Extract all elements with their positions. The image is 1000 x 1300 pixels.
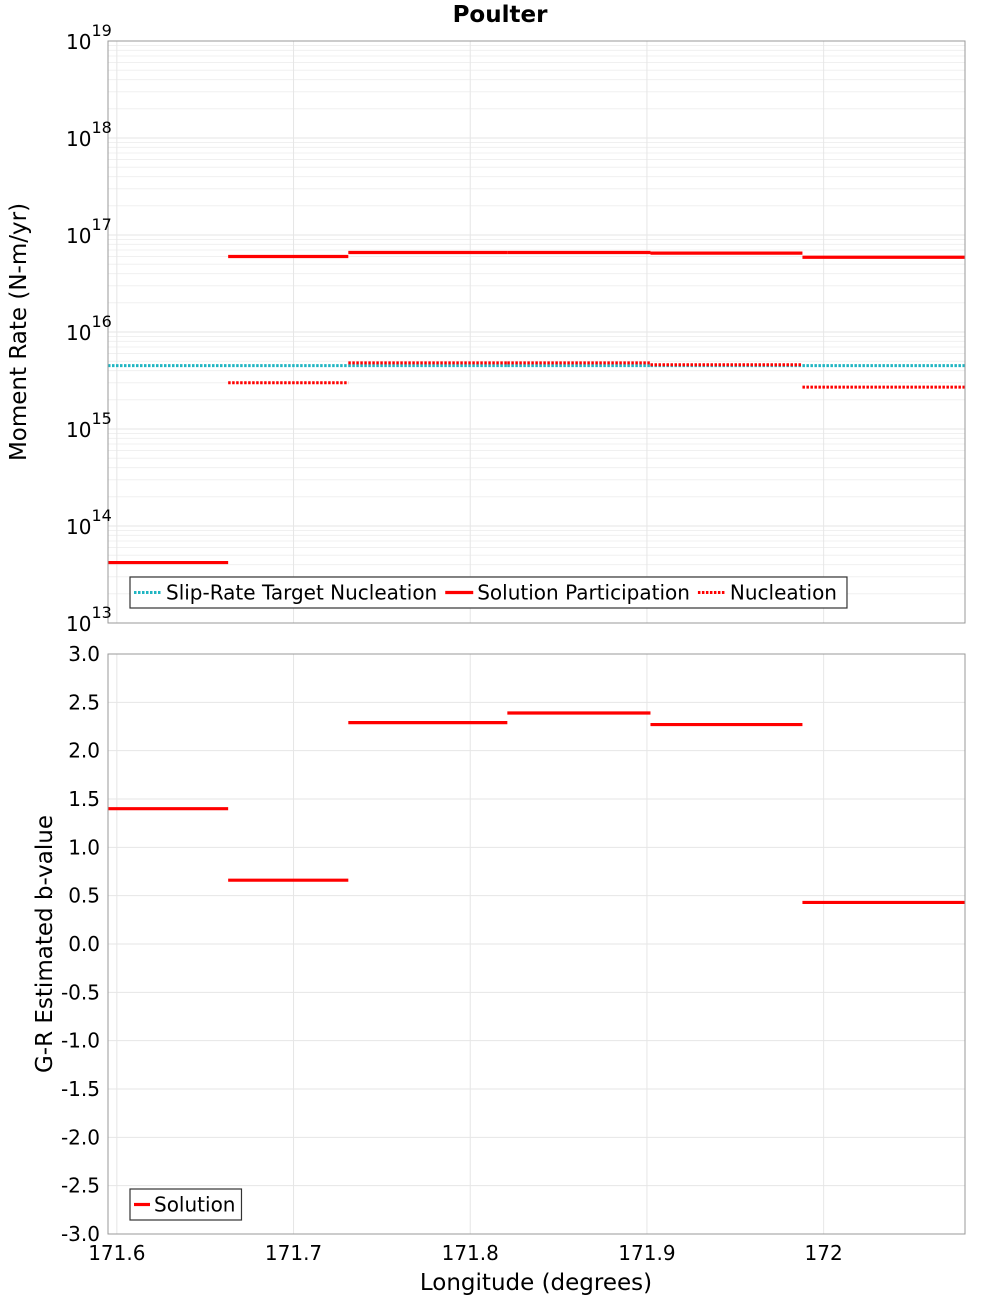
x-axis-label: Longitude (degrees) [420, 1270, 652, 1296]
top-legend: Slip-Rate Target Nucleation Solution Part… [129, 576, 848, 609]
x-tick-label: 172 [805, 1241, 843, 1265]
tick-base: 10 [66, 612, 91, 636]
top-y-tick-label: 1014 [66, 506, 112, 539]
top-y-tick-label: 1017 [66, 215, 112, 248]
bottom-grid [108, 653, 965, 1235]
tick-base: 10 [66, 224, 91, 248]
tick-exponent: 15 [91, 409, 111, 428]
bottom-y-tick-label: 1.0 [68, 835, 100, 859]
bottom-y-tick-label: -2.0 [61, 1125, 100, 1149]
x-tick-label: 171.9 [618, 1241, 675, 1265]
tick-base: 10 [66, 515, 91, 539]
top-y-tick-label: 1013 [66, 603, 112, 636]
x-tick-label: 171.6 [88, 1241, 145, 1265]
bottom-y-tick-label: 0.0 [68, 932, 100, 956]
chart-title: Poulter [453, 2, 549, 28]
bottom-y-tick-label: 3.0 [68, 642, 100, 666]
bottom-y-axis-label: G-R Estimated b-value [32, 815, 58, 1073]
legend-label: Solution Participation [477, 581, 690, 605]
x-tick-label: 171.7 [265, 1241, 322, 1265]
bottom-y-tick-label: -3.0 [61, 1222, 100, 1246]
legend-label: Nucleation [730, 581, 837, 605]
tick-exponent: 17 [91, 215, 111, 234]
legend-label: Slip-Rate Target Nucleation [166, 581, 437, 605]
bottom-legend: Solution [129, 1188, 243, 1221]
bottom-y-tick-label: -1.0 [61, 1029, 100, 1053]
series-solution-participation [108, 250, 965, 565]
top-series [108, 250, 965, 565]
tick-exponent: 19 [91, 21, 111, 40]
b-value-panel: -3.0 -2.5 -2.0 -1.5 -1.0 -0.5 0.0 0.5 1.0 1.5 2.0 2… [32, 642, 966, 1296]
top-grid [108, 40, 965, 624]
tick-base: 10 [66, 30, 91, 54]
bottom-y-tick-label: 1.5 [68, 787, 100, 811]
legend-label: Solution [154, 1193, 235, 1217]
bottom-y-ticks: -3.0 -2.5 -2.0 -1.5 -1.0 -0.5 0.0 0.5 1.0 1.5 2.0 2… [61, 642, 100, 1246]
tick-base: 10 [66, 127, 91, 151]
tick-exponent: 13 [91, 603, 111, 622]
series-nucleation [228, 361, 965, 389]
top-y-tick-label: 1018 [66, 118, 112, 151]
top-plot-frame [107, 40, 966, 624]
tick-exponent: 16 [91, 312, 111, 331]
bottom-y-tick-label: 2.0 [68, 739, 100, 763]
bottom-y-tick-label: -0.5 [61, 980, 100, 1004]
top-legend-box [129, 576, 848, 609]
top-y-tick-label: 1016 [66, 312, 112, 345]
x-ticks: 171.6 171.7 171.8 171.9 172 [88, 1241, 843, 1265]
tick-exponent: 18 [91, 118, 111, 137]
top-y-axis-label: Moment Rate (N-m/yr) [6, 203, 32, 461]
bottom-plot-frame [107, 653, 966, 1235]
x-tick-label: 171.8 [442, 1241, 499, 1265]
tick-base: 10 [66, 418, 91, 442]
series-solution [108, 711, 965, 905]
tick-exponent: 14 [91, 506, 111, 525]
bottom-y-tick-label: 0.5 [68, 884, 100, 908]
top-y-tick-label: 1015 [66, 409, 112, 442]
top-y-tick-label: 1019 [66, 21, 112, 54]
tick-base: 10 [66, 321, 91, 345]
bottom-y-tick-label: -1.5 [61, 1077, 100, 1101]
bottom-y-tick-label: 2.5 [68, 690, 100, 714]
bottom-y-tick-label: -2.5 [61, 1174, 100, 1198]
bottom-series [108, 711, 965, 905]
